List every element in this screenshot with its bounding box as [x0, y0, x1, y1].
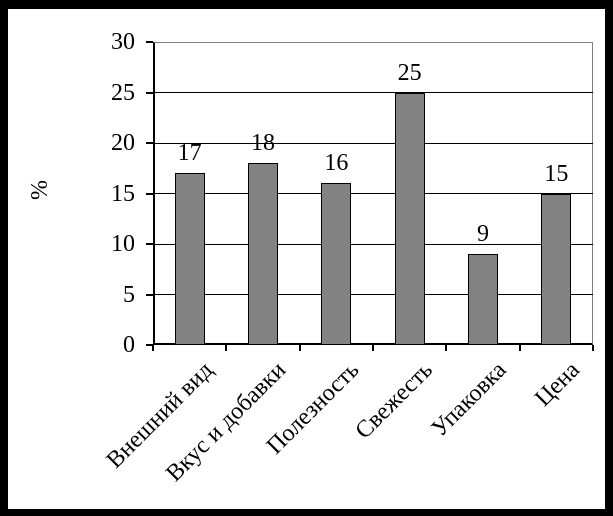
y-tick-label: 20 [111, 130, 135, 156]
y-axis-tick [146, 243, 153, 245]
y-axis-tick [146, 142, 153, 144]
chart-layer: 0 5 10 15 20 25 30 17 18 16 25 9 15 Внешний вид Вкус и… [8, 9, 605, 509]
x-axis-tick [592, 345, 594, 351]
x-axis-tick [518, 345, 521, 351]
bar-value-label: 18 [251, 130, 275, 157]
x-category-label: Цена [529, 357, 585, 412]
gridline [153, 92, 593, 93]
bar [174, 173, 205, 345]
y-axis-tick [146, 192, 153, 195]
bar-value-label: 9 [477, 221, 489, 248]
x-category-label: Упаковка [426, 357, 512, 442]
bar [541, 193, 572, 345]
bar [248, 163, 278, 345]
y-axis-tick [146, 91, 153, 94]
y-tick-label: 0 [123, 332, 135, 358]
x-axis-tick [372, 345, 374, 351]
bar-value-label: 16 [324, 150, 349, 177]
gridline [153, 294, 593, 295]
bar [394, 92, 425, 345]
y-axis-tick [146, 41, 153, 43]
x-axis-tick [225, 345, 228, 351]
y-axis-tick [146, 344, 153, 346]
gridline [153, 243, 593, 245]
x-axis-tick [298, 345, 301, 351]
y-tick-label: 30 [111, 29, 135, 55]
gridline [153, 193, 593, 194]
bar [468, 254, 498, 345]
x-category-label: Свежесть [350, 357, 439, 445]
x-axis-tick [152, 345, 154, 351]
y-tick-label: 15 [111, 180, 135, 207]
chart-background: % 0 5 10 15 20 25 30 17 18 16 25 9 15 Внешний вид Вкус… [8, 9, 605, 509]
x-axis-tick [445, 345, 448, 351]
y-tick-label: 5 [123, 281, 135, 308]
y-tick-label: 10 [111, 231, 135, 257]
bar [321, 183, 352, 345]
bar-value-label: 15 [544, 160, 569, 187]
gridline [153, 142, 593, 144]
bar-value-label: 17 [177, 140, 202, 167]
y-tick-label: 25 [111, 79, 135, 106]
bar-value-label: 25 [397, 59, 422, 86]
y-axis-tick [146, 293, 153, 296]
